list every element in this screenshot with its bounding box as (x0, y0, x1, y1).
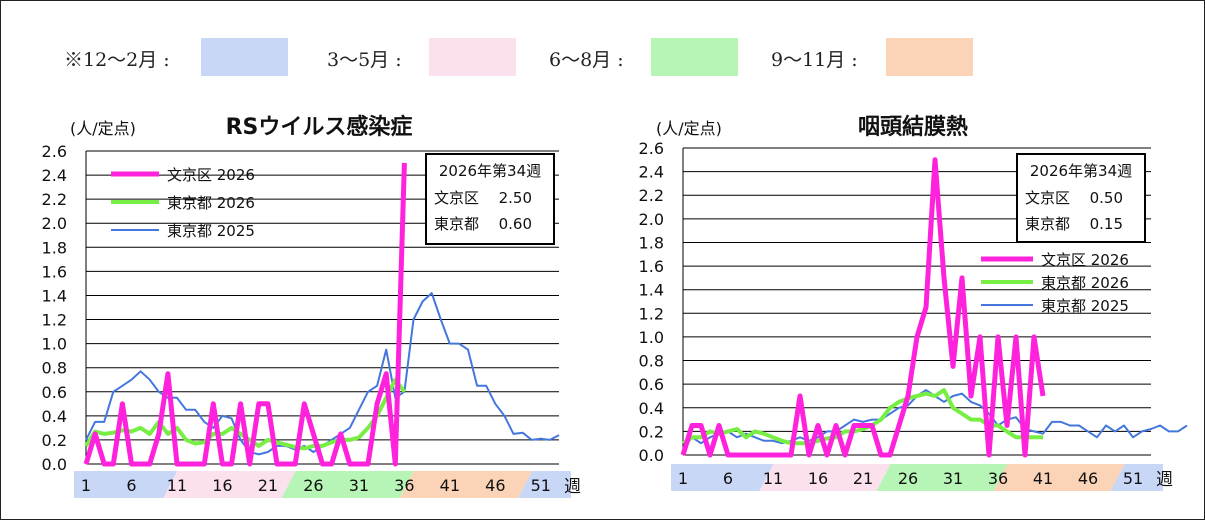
x-tick-label: 51 (531, 476, 551, 495)
info-box-title: 2026年第34週 (439, 162, 541, 180)
season-swatch-autumn (886, 38, 973, 76)
y-tick-label: 1.2 (42, 311, 67, 330)
y-tick-label: 2.4 (42, 166, 67, 185)
y-tick-label: 0.0 (639, 446, 664, 465)
season-band (759, 464, 891, 491)
x-axis-unit: 週 (1156, 470, 1173, 490)
season-swatch-summer (651, 38, 738, 76)
x-tick-label: 6 (723, 469, 733, 488)
season-band (163, 471, 296, 498)
series-line-3 (682, 389, 1188, 450)
y-tick-label: 2.6 (639, 139, 664, 158)
season-label-spring: 3〜5月 : (327, 49, 402, 71)
x-tick-label: 11 (167, 476, 187, 495)
y-tick-label: 2.4 (639, 163, 664, 182)
info-box (425, 153, 555, 245)
info-box-name: 文京区 (434, 189, 479, 207)
y-tick-label: 0.8 (639, 352, 664, 371)
pharyngoconjunctival-fever-chart: 咽頭結膜熱 (人/定点) 0.0 0.2 0.4 0.6 0.8 1.0 1.2 1.4 1.6 1.… (639, 114, 1188, 491)
y-tick-label: 0.8 (42, 359, 67, 378)
series-line-1 (680, 157, 1046, 458)
x-tick-label: 16 (808, 469, 828, 488)
chart-title: 咽頭結膜熱 (858, 114, 968, 140)
y-tick-label: 0.6 (639, 375, 664, 394)
x-tick-label: 46 (485, 476, 505, 495)
y-tick-label: 1.4 (42, 286, 67, 305)
legend-label: 東京都 2025 (1041, 297, 1129, 315)
x-tick-label: 41 (440, 476, 460, 495)
legend-label: 文京区 2026 (167, 166, 255, 184)
season-label-summer: 6〜8月 : (549, 49, 624, 71)
series-line-1 (83, 162, 407, 467)
y-tick-label: 2.2 (42, 190, 67, 209)
x-tick-label: 1 (81, 476, 91, 495)
chart-title: RSウイルス感染症 (226, 114, 413, 140)
x-tick-label: 21 (853, 469, 873, 488)
info-box-value: 0.60 (499, 215, 532, 233)
x-tick-label: 36 (988, 469, 1008, 488)
season-band (518, 471, 571, 498)
y-tick-label: 1.8 (639, 233, 664, 252)
season-band (281, 471, 414, 498)
x-tick-label: 1 (678, 469, 688, 488)
x-tick-label: 16 (212, 476, 232, 495)
y-tick-label: 0.6 (42, 383, 67, 402)
y-tick-label: 2.2 (639, 186, 664, 205)
y-axis-label: (人/定点) (656, 119, 722, 138)
info-box-value: 2.50 (499, 189, 532, 207)
season-band (993, 464, 1125, 491)
x-tick-label: 41 (1033, 469, 1053, 488)
season-band (1110, 464, 1163, 491)
season-swatch-winter (201, 38, 288, 76)
info-box (1016, 153, 1146, 243)
x-tick-label: 26 (303, 476, 323, 495)
x-tick-label: 36 (394, 476, 414, 495)
y-tick-label: 0.2 (639, 422, 664, 441)
info-box-name: 文京区 (1025, 189, 1070, 207)
x-axis-unit: 週 (564, 477, 581, 497)
rs-virus-chart: RSウイルス感染症 (人/定点) 0.0 0.2 0.4 0.6 0.8 1.0 1.2 1.4 1… (42, 114, 581, 498)
season-swatch-spring (429, 38, 516, 76)
season-band (74, 471, 178, 498)
legend-label: 東京都 2026 (167, 194, 255, 212)
season-label-autumn: 9〜11月 : (771, 49, 858, 71)
season-band (399, 471, 533, 498)
y-tick-label: 1.2 (639, 304, 664, 323)
y-tick-label: 1.0 (42, 335, 67, 354)
series-line-2 (681, 388, 1043, 446)
y-tick-label: 2.0 (639, 210, 664, 229)
info-box-name: 東京都 (1025, 215, 1070, 233)
y-tick-label: 0.0 (42, 455, 67, 474)
info-box-title: 2026年第34週 (1030, 162, 1132, 180)
y-tick-label: 1.6 (639, 257, 664, 276)
y-tick-label: 0.2 (42, 431, 67, 450)
y-tick-label: 2.6 (42, 142, 67, 161)
legend-label: 東京都 2026 (1041, 274, 1129, 292)
info-box-value: 0.15 (1090, 215, 1123, 233)
season-band (671, 464, 774, 491)
info-box-name: 東京都 (434, 215, 479, 233)
x-tick-label: 21 (258, 476, 278, 495)
x-tick-label: 26 (898, 469, 918, 488)
season-band (876, 464, 1008, 491)
y-tick-label: 1.4 (639, 281, 664, 300)
y-tick-label: 0.4 (639, 399, 664, 418)
x-tick-label: 31 (349, 476, 369, 495)
y-tick-label: 0.4 (42, 407, 67, 426)
y-tick-label: 1.6 (42, 262, 67, 281)
legend-label: 東京都 2025 (167, 222, 255, 240)
legend-label: 文京区 2026 (1041, 251, 1129, 269)
x-tick-label: 11 (763, 469, 783, 488)
x-tick-label: 51 (1123, 469, 1143, 488)
info-box-value: 0.50 (1090, 189, 1123, 207)
x-tick-label: 6 (126, 476, 136, 495)
y-axis-label: (人/定点) (70, 119, 136, 138)
y-tick-label: 1.0 (639, 328, 664, 347)
season-label-winter: ※12〜2月 : (64, 49, 170, 71)
y-tick-label: 1.8 (42, 238, 67, 257)
y-tick-label: 2.0 (42, 214, 67, 233)
x-tick-label: 46 (1078, 469, 1098, 488)
x-tick-label: 31 (943, 469, 963, 488)
